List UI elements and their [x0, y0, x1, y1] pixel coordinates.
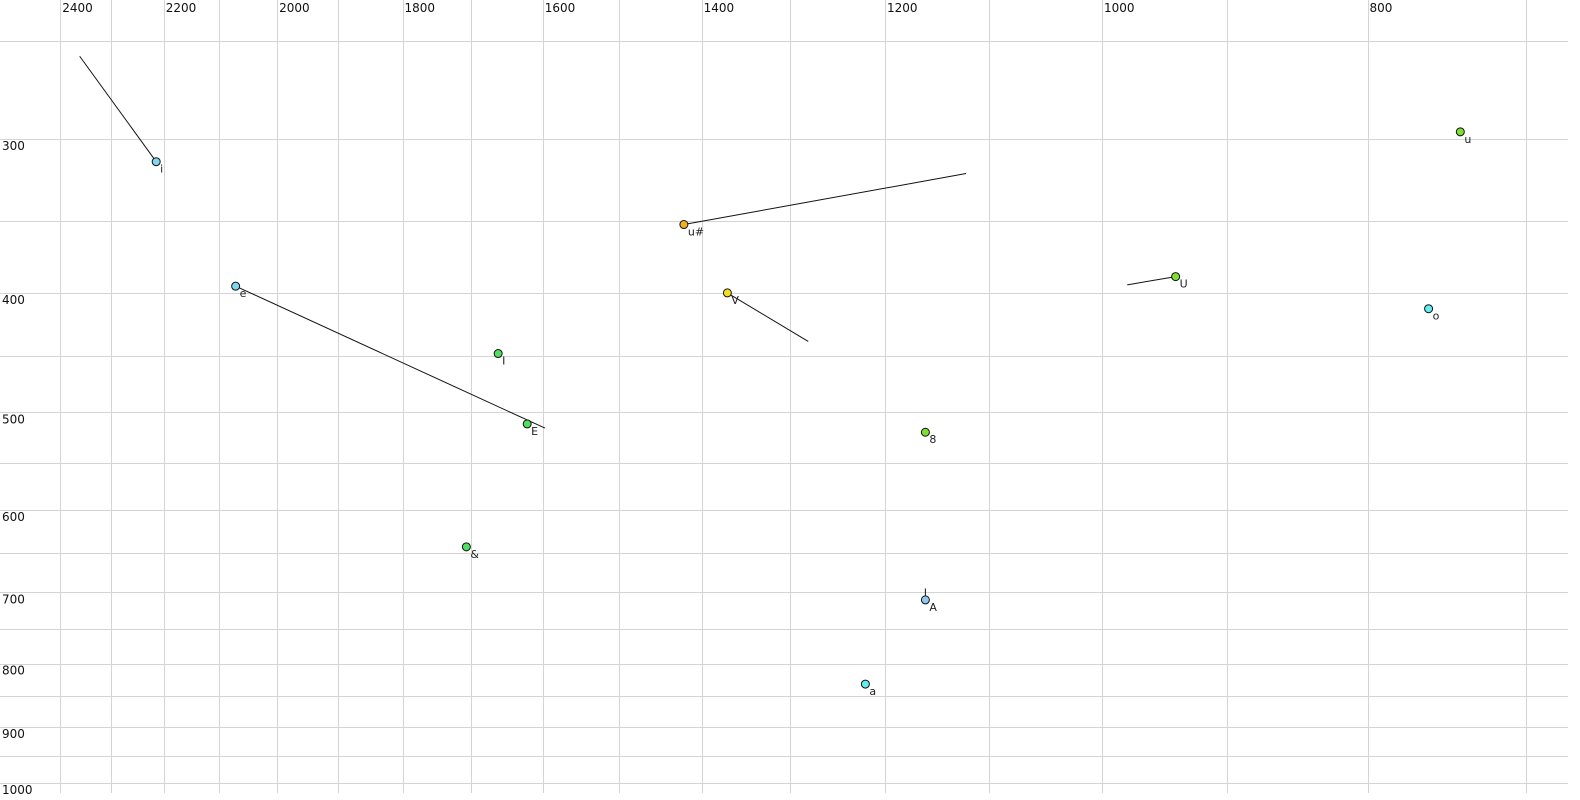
data-point [231, 281, 241, 291]
y-tick-label: 500 [2, 412, 25, 426]
data-point [920, 595, 930, 605]
point-label: e [240, 287, 247, 300]
x-tick-label: 1400 [704, 1, 735, 15]
point-label: i [160, 163, 163, 176]
x-tick-label: 1200 [887, 1, 918, 15]
point-label: V [731, 294, 739, 307]
x-tick-label: 1600 [545, 1, 576, 15]
point-label: o [1433, 310, 1440, 323]
point-label: & [470, 548, 479, 561]
point-label: U [1180, 278, 1188, 291]
data-point [860, 679, 870, 689]
y-tick-label: 800 [2, 664, 25, 678]
y-tick-label: 900 [2, 727, 25, 741]
data-point [920, 427, 930, 437]
x-tick-label: 2000 [279, 1, 310, 15]
data-point [151, 157, 161, 167]
y-tick-label: 600 [2, 510, 25, 524]
data-point [522, 419, 532, 429]
x-tick-label: 2400 [62, 1, 93, 15]
point-label: u [1464, 133, 1471, 146]
x-tick-label: 2200 [166, 1, 197, 15]
data-point [679, 220, 689, 230]
y-tick-label: 1000 [2, 783, 33, 797]
x-tick-label: 800 [1370, 1, 1393, 15]
x-tick-label: 1800 [405, 1, 436, 15]
data-points: i e I E & u# V 8 Aa Uu o [79, 55, 1471, 698]
formant-trajectory [727, 292, 809, 342]
y-tick-label: 300 [2, 139, 25, 153]
y-tick-label: 400 [2, 293, 25, 307]
point-label: I [502, 355, 505, 368]
point-label: 8 [929, 433, 936, 446]
x-tick-label: 1000 [1104, 1, 1135, 15]
point-label: E [531, 425, 538, 438]
data-point [1455, 127, 1465, 137]
data-point [1424, 304, 1434, 314]
point-label: A [929, 601, 937, 614]
axis-tick-labels: 2400 2200 2000 1800 1600 1400 1200 1000 800 300 40… [2, 1, 1392, 797]
point-label: a [869, 685, 876, 698]
point-label: u# [688, 226, 704, 239]
formant-trajectory [1127, 276, 1176, 286]
formant-trajectory [235, 285, 546, 429]
data-point [493, 349, 503, 359]
formant-trajectory [79, 55, 157, 162]
data-point [461, 542, 471, 552]
formant-trajectory [683, 173, 967, 226]
data-point [722, 288, 732, 298]
y-tick-label: 700 [2, 592, 25, 606]
data-point [1171, 272, 1181, 282]
